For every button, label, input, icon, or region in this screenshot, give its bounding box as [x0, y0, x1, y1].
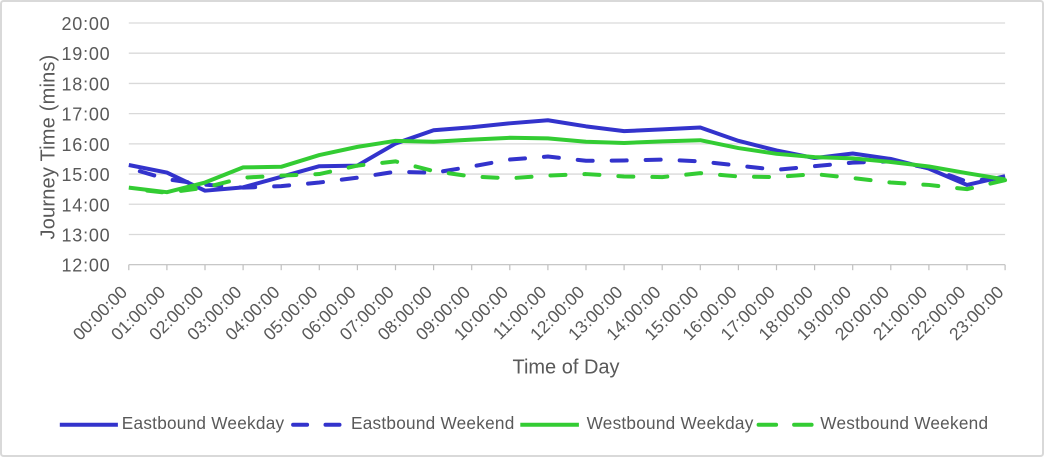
svg-text:14:00: 14:00 — [61, 195, 110, 215]
svg-text:16:00: 16:00 — [61, 135, 110, 155]
svg-text:17:00: 17:00 — [61, 105, 110, 125]
svg-text:15:00: 15:00 — [61, 165, 110, 185]
svg-text:Journey Time (mins): Journey Time (mins) — [38, 55, 60, 240]
svg-text:18:00: 18:00 — [61, 74, 110, 94]
svg-text:Eastbound Weekday: Eastbound Weekday — [122, 413, 285, 433]
svg-text:13:00: 13:00 — [61, 225, 110, 245]
svg-text:Westbound Weekend: Westbound Weekend — [820, 413, 988, 433]
svg-text:Eastbound Weekend: Eastbound Weekend — [351, 413, 515, 433]
svg-text:12:00: 12:00 — [61, 256, 110, 276]
svg-text:19:00: 19:00 — [61, 44, 110, 64]
svg-text:Westbound Weekday: Westbound Weekday — [587, 413, 754, 433]
svg-text:Time of Day: Time of Day — [512, 357, 619, 379]
svg-text:20:00: 20:00 — [61, 14, 110, 34]
